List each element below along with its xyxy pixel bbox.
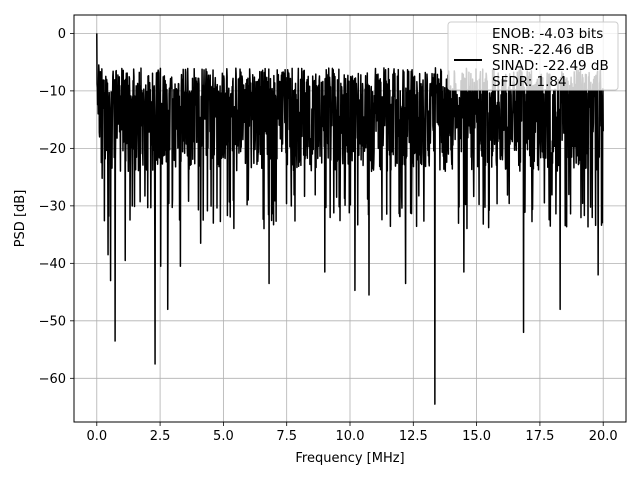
x-axis-label: Frequency [MHz] bbox=[295, 451, 404, 466]
legend-entry-line: SFDR: 1.84 bbox=[492, 74, 567, 90]
series-layer bbox=[96, 33, 604, 405]
y-tick-label: −30 bbox=[39, 199, 66, 214]
y-tick-label: 0 bbox=[58, 27, 66, 42]
legend-entry-line: SNR: -22.46 dB bbox=[492, 42, 594, 58]
y-axis: 0 −10 −20 −30 −40 −50 −60 bbox=[39, 27, 74, 387]
x-tick-label: 20.0 bbox=[589, 429, 618, 444]
legend-box bbox=[447, 21, 619, 91]
y-tick-label: −40 bbox=[39, 257, 66, 272]
y-tick-label: −10 bbox=[39, 84, 66, 99]
y-tick-label: −50 bbox=[39, 314, 66, 329]
x-tick-label: 17.5 bbox=[525, 429, 554, 444]
legend-entry-line: SINAD: -22.49 dB bbox=[492, 58, 609, 74]
y-axis-label: PSD [dB] bbox=[13, 190, 28, 248]
y-tick-label: −20 bbox=[39, 142, 66, 157]
x-tick-label: 5.0 bbox=[213, 429, 234, 444]
x-tick-label: 7.5 bbox=[276, 429, 297, 444]
y-tick-label: −60 bbox=[39, 372, 66, 387]
x-tick-label: 10.0 bbox=[336, 429, 365, 444]
x-tick-label: 12.5 bbox=[399, 429, 428, 444]
x-tick-label: 2.5 bbox=[150, 429, 171, 444]
x-tick-label: 0.0 bbox=[86, 429, 107, 444]
psd-series-line bbox=[96, 33, 604, 405]
legend-entry-line: ENOB: -4.03 bits bbox=[492, 26, 603, 42]
x-tick-label: 15.0 bbox=[462, 429, 491, 444]
x-axis: 0.0 2.5 5.0 7.5 10.0 12.5 15.0 17.5 20.0 bbox=[86, 422, 618, 444]
